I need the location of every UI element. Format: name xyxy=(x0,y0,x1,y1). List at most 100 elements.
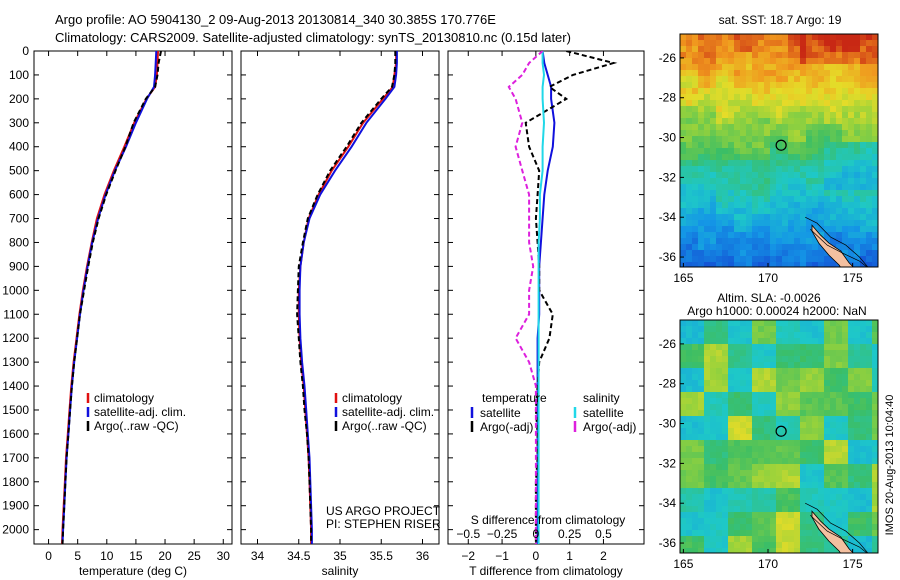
map-cell xyxy=(740,464,747,471)
map-cell xyxy=(788,434,795,441)
salinity-diff-tick-label: −0.5 xyxy=(456,527,480,541)
map-cell xyxy=(692,124,699,131)
map-cell xyxy=(812,488,819,495)
map-cell xyxy=(812,208,819,215)
map-cell xyxy=(776,458,783,465)
map-cell xyxy=(854,256,861,263)
map-cell xyxy=(848,244,855,251)
map-cell xyxy=(698,34,705,41)
map-cell xyxy=(842,46,849,53)
map-cell xyxy=(800,130,807,137)
map-cell xyxy=(794,52,801,59)
map-cell xyxy=(758,64,765,71)
map-cell xyxy=(866,178,873,185)
map-cell xyxy=(680,542,687,549)
map-cell xyxy=(704,398,711,405)
map-cell xyxy=(764,250,771,257)
map-cell xyxy=(800,488,807,495)
map-cell xyxy=(854,326,861,333)
map-cell xyxy=(776,464,783,471)
map-cell xyxy=(734,380,741,387)
map-cell xyxy=(758,160,765,167)
map-cell xyxy=(848,536,855,543)
map-cell xyxy=(830,262,837,267)
map-cell xyxy=(872,398,878,405)
map-cell xyxy=(728,226,735,233)
map-cell xyxy=(836,172,843,179)
map-cell xyxy=(716,482,723,489)
map-cell xyxy=(854,494,861,501)
map-cell xyxy=(860,70,867,77)
map-cell xyxy=(770,536,777,543)
map-cell xyxy=(776,70,783,77)
map-cell xyxy=(842,530,849,537)
map-y-tick-label: -26 xyxy=(659,337,677,351)
map-cell xyxy=(794,500,801,507)
map-cell xyxy=(818,262,825,267)
sla-map-subtitle: Argo h1000: 0.00024 h2000: NaN xyxy=(687,304,866,318)
map-cell xyxy=(704,244,711,251)
legend-label: Argo(..raw -QC) xyxy=(94,419,179,433)
map-cell xyxy=(728,500,735,507)
map-cell xyxy=(818,208,825,215)
map-cell xyxy=(854,76,861,83)
map-cell xyxy=(824,94,831,101)
x-tick-label: −1 xyxy=(495,549,509,563)
map-cell xyxy=(698,464,705,471)
map-cell xyxy=(704,94,711,101)
map-cell xyxy=(740,238,747,245)
map-cell xyxy=(752,440,759,447)
map-cell xyxy=(812,458,819,465)
map-cell xyxy=(770,494,777,501)
map-cell xyxy=(752,350,759,357)
map-cell xyxy=(806,506,813,513)
map-cell xyxy=(686,392,693,399)
map-cell xyxy=(710,452,717,459)
map-cell xyxy=(794,190,801,197)
map-cell xyxy=(680,350,687,357)
map-cell xyxy=(746,500,753,507)
map-cell xyxy=(758,88,765,95)
map-cell xyxy=(860,434,867,441)
map-cell xyxy=(818,154,825,161)
map-cell xyxy=(716,350,723,357)
map-cell xyxy=(806,536,813,543)
map-cell xyxy=(770,112,777,119)
map-cell xyxy=(746,494,753,501)
map-cell xyxy=(794,118,801,125)
map-cell xyxy=(866,422,873,429)
map-cell xyxy=(794,464,801,471)
map-cell xyxy=(686,386,693,393)
map-cell xyxy=(764,434,771,441)
map-cell xyxy=(758,374,765,381)
map-cell xyxy=(686,226,693,233)
map-cell xyxy=(860,136,867,143)
map-cell xyxy=(866,518,873,525)
map-cell xyxy=(692,112,699,119)
map-cell xyxy=(764,130,771,137)
map-cell xyxy=(710,70,717,77)
map-cell xyxy=(722,488,729,495)
map-cell xyxy=(800,82,807,89)
y-tick-label: 1200 xyxy=(2,331,29,345)
map-cell xyxy=(734,136,741,143)
map-cell xyxy=(764,172,771,179)
map-cell xyxy=(752,58,759,65)
map-cell xyxy=(854,52,861,59)
map-cell xyxy=(806,524,813,531)
map-cell xyxy=(758,524,765,531)
map-cell xyxy=(704,256,711,263)
map-cell xyxy=(722,136,729,143)
map-cell xyxy=(692,202,699,209)
map-cell xyxy=(836,244,843,251)
map-cell xyxy=(776,220,783,227)
x-tick-label: 0 xyxy=(45,549,52,563)
map-cell xyxy=(758,142,765,149)
map-cell xyxy=(776,166,783,173)
map-cell xyxy=(806,530,813,537)
map-cell xyxy=(836,202,843,209)
map-cell xyxy=(800,452,807,459)
map-cell xyxy=(794,506,801,513)
map-cell xyxy=(740,476,747,483)
map-cell xyxy=(722,476,729,483)
